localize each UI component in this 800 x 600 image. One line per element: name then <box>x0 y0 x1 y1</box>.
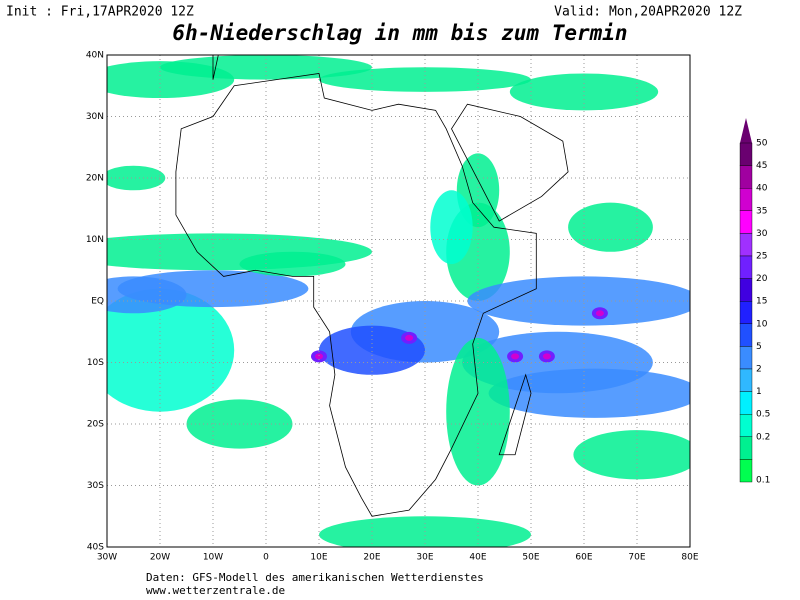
lat-label: 20N <box>86 174 104 184</box>
lat-label: EQ <box>91 297 104 307</box>
lon-label: 30W <box>97 553 117 563</box>
legend-label: 10 <box>756 319 768 329</box>
precip-area <box>107 165 166 191</box>
lat-label: 30S <box>87 481 104 491</box>
legend-swatch <box>739 436 753 460</box>
lon-label: 20W <box>150 553 170 563</box>
legend-swatch <box>739 301 753 325</box>
legend-label: 5 <box>756 342 762 352</box>
legend-swatch <box>739 391 753 415</box>
lon-label: 70E <box>628 553 645 563</box>
lon-label: 10W <box>203 553 223 563</box>
precip-core <box>542 353 551 360</box>
precip-area <box>107 288 235 412</box>
legend-label: 0.5 <box>756 410 770 420</box>
legend-swatch <box>739 142 753 166</box>
map-frame <box>106 54 691 548</box>
title: 6h-Niederschlag in mm bis zum Termin <box>172 21 627 45</box>
legend-swatch <box>739 414 753 438</box>
lon-label: 50E <box>522 553 539 563</box>
legend-label: 15 <box>756 297 767 307</box>
lon-label: 40E <box>469 553 486 563</box>
legend-label: 1 <box>756 387 762 397</box>
legend-swatch <box>739 255 753 279</box>
lat-label: 20S <box>87 420 104 430</box>
lon-label: 80E <box>681 553 698 563</box>
legend-swatch <box>739 233 753 257</box>
lat-label: 40S <box>87 543 104 553</box>
lon-label: 60E <box>575 553 592 563</box>
legend-label: 0.2 <box>756 432 770 442</box>
legend-swatch <box>739 323 753 347</box>
lat-label: 40N <box>86 51 104 61</box>
legend-swatch <box>739 459 753 483</box>
precip-area <box>319 325 425 375</box>
coastline <box>175 73 537 517</box>
legend-label: 50 <box>756 139 768 149</box>
coastline <box>451 103 569 222</box>
precip-area <box>568 202 653 252</box>
coastline <box>498 373 532 456</box>
lon-label: 10E <box>310 553 327 563</box>
legend-label: 45 <box>756 161 767 171</box>
legend-swatch <box>739 368 753 392</box>
legend-label: 20 <box>756 274 768 284</box>
lon-label: 20E <box>363 553 380 563</box>
footer-url: www.wetterzentrale.de <box>146 584 285 597</box>
lon-label: 0 <box>263 553 269 563</box>
precip-area <box>488 368 690 418</box>
map <box>107 55 690 547</box>
precip-core <box>315 353 323 360</box>
legend-arrow <box>740 118 752 143</box>
legend-label: 30 <box>756 229 768 239</box>
legend-label: 2 <box>756 365 762 375</box>
init-text: Init : Fri,17APR2020 12Z <box>6 5 194 20</box>
precip-area <box>467 276 690 326</box>
valid-text: Valid: Mon,20APR2020 12Z <box>554 5 742 20</box>
precip-core <box>405 334 414 341</box>
precip-core <box>511 353 520 360</box>
lat-label: 10N <box>86 235 104 245</box>
legend-swatch <box>739 278 753 302</box>
legend: 50 45 40 35 30 25 20 15 10 5 2 1 0.5 0.2 0.1 <box>739 118 770 486</box>
precip-area <box>430 190 473 265</box>
lat-label: 30N <box>86 112 104 122</box>
precip-area <box>117 270 309 308</box>
legend-swatch <box>739 210 753 234</box>
legend-swatch <box>739 346 753 370</box>
legend-swatch <box>739 165 753 189</box>
precip-core <box>595 310 604 317</box>
lon-label: 30E <box>416 553 433 563</box>
coastline <box>212 55 221 80</box>
lat-label: 10S <box>87 358 104 368</box>
legend-swatch <box>739 187 753 211</box>
legend-label: 35 <box>756 206 767 216</box>
legend-label: 40 <box>756 184 768 194</box>
precip-area <box>239 251 346 277</box>
footer-source: Daten: GFS-Modell des amerikanischen Wet… <box>146 571 484 584</box>
precip-area <box>573 430 690 480</box>
legend-label: 25 <box>756 252 767 262</box>
legend-label: 0.1 <box>756 476 770 486</box>
